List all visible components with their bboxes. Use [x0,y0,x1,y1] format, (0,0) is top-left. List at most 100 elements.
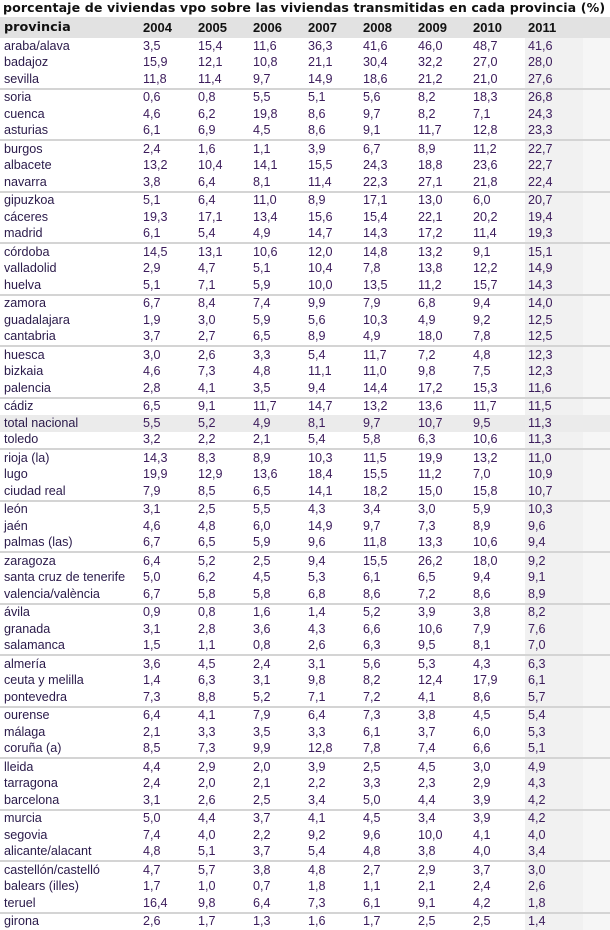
row-padding [583,71,610,89]
cell-value: 3,5 [250,380,305,398]
cell-value: 5,0 [140,810,195,828]
cell-provincia: alicante/alacant [0,844,140,862]
cell-value: 22,7 [525,158,583,175]
cell-value: 12,5 [525,312,583,329]
cell-value: 36,3 [305,38,360,55]
cell-value: 6,2 [195,570,250,587]
cell-value: 24,3 [360,158,415,175]
column-header-year: 2004 [140,17,195,38]
cell-value: 5,4 [305,346,360,364]
cell-value: 6,2 [195,106,250,123]
cell-value: 14,8 [360,243,415,261]
cell-value: 1,6 [195,140,250,158]
cell-value: 3,4 [305,792,360,810]
cell-value: 18,0 [415,329,470,347]
cell-value: 9,8 [305,673,360,690]
cell-value: 1,0 [195,879,250,896]
cell-value: 4,5 [250,570,305,587]
cell-value: 14,0 [525,295,583,313]
cell-value: 5,5 [140,415,195,432]
cell-provincia: málaga [0,724,140,741]
column-header-provincia: provincia [0,17,140,38]
cell-value: 2,4 [250,655,305,673]
cell-value: 10,9 [525,467,583,484]
cell-value: 1,7 [195,913,250,930]
row-padding [583,586,610,604]
cell-value: 3,7 [250,844,305,862]
cell-value: 6,5 [415,570,470,587]
cell-value: 1,6 [305,913,360,930]
cell-value: 6,0 [250,518,305,535]
cell-value: 41,6 [360,38,415,55]
cell-value: 12,9 [195,467,250,484]
cell-value: 6,3 [195,673,250,690]
cell-value: 6,7 [360,140,415,158]
cell-value: 19,3 [525,226,583,244]
cell-value: 12,4 [415,673,470,690]
cell-value: 7,4 [250,295,305,313]
row-padding [583,226,610,244]
cell-value: 3,8 [415,707,470,725]
cell-provincia: castellón/castelló [0,861,140,879]
cell-value: 13,2 [470,449,525,467]
cell-value: 3,9 [415,604,470,622]
cell-provincia: valencia/valència [0,586,140,604]
cell-value: 3,3 [305,724,360,741]
cell-value: 6,9 [195,123,250,141]
cell-value: 8,1 [470,638,525,656]
cell-value: 8,9 [305,192,360,210]
cell-value: 6,8 [305,586,360,604]
row-padding [583,467,610,484]
cell-value: 3,4 [415,810,470,828]
cell-value: 11,6 [525,380,583,398]
cell-provincia: rioja (la) [0,449,140,467]
cell-value: 2,2 [250,827,305,844]
cell-value: 12,5 [525,329,583,347]
cell-value: 9,7 [360,415,415,432]
column-header-year: 2007 [305,17,360,38]
row-padding [583,89,610,107]
cell-value: 7,2 [415,586,470,604]
cell-provincia: navarra [0,174,140,192]
cell-value: 15,1 [525,243,583,261]
cell-value: 12,0 [305,243,360,261]
cell-value: 5,1 [140,277,195,295]
cell-value: 11,1 [305,364,360,381]
cell-value: 2,6 [525,879,583,896]
cell-value: 9,2 [470,312,525,329]
cell-value: 4,7 [195,261,250,278]
cell-value: 15,8 [470,483,525,501]
header-row: provincia 2004 2005 2006 2007 2008 2009 … [0,17,610,38]
cell-value: 1,1 [195,638,250,656]
cell-value: 7,1 [305,689,360,707]
cell-value: 5,1 [305,89,360,107]
cell-value: 10,7 [415,415,470,432]
cell-value: 18,4 [305,467,360,484]
cell-provincia: zaragoza [0,552,140,570]
cell-value: 9,6 [305,535,360,553]
cell-value: 6,1 [360,570,415,587]
cell-value: 7,1 [470,106,525,123]
cell-value: 27,0 [470,55,525,72]
cell-provincia: tarragona [0,776,140,793]
cell-value: 15,5 [360,552,415,570]
cell-value: 6,3 [415,432,470,450]
cell-value: 5,9 [250,312,305,329]
cell-value: 13,8 [415,261,470,278]
cell-value: 9,5 [470,415,525,432]
column-header-year: 2008 [360,17,415,38]
cell-value: 13,3 [415,535,470,553]
cell-value: 46,0 [415,38,470,55]
cell-value: 6,3 [360,638,415,656]
cell-value: 9,9 [250,741,305,759]
cell-value: 4,8 [195,518,250,535]
